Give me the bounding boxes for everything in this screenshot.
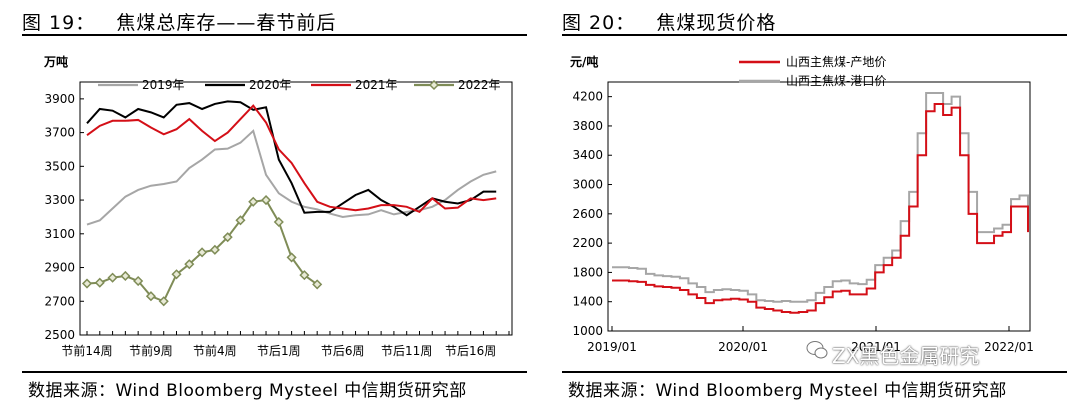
series-point-2022年 <box>286 252 297 263</box>
left-y-unit: 万吨 <box>43 54 68 69</box>
right-figure-title: 图 20： 焦煤现货价格 <box>562 12 777 34</box>
series-point-2022年 <box>312 279 323 290</box>
right-y-tick-label: 1000 <box>572 324 603 338</box>
left-y-tick-label: 2900 <box>44 261 75 275</box>
right-y-tick-label: 4200 <box>572 90 603 104</box>
left-figure-title: 图 19： 焦煤总库存——春节前后 <box>22 12 337 34</box>
legend-label-2019年: 2019年 <box>142 78 185 92</box>
left-x-tick-label: 节后6周 <box>321 344 365 358</box>
left-y-tick-label: 3100 <box>44 227 75 241</box>
series-point-2022年 <box>197 247 208 258</box>
series-point-2022年 <box>260 195 272 206</box>
legend-label-2022年: 2022年 <box>458 78 501 92</box>
legend-label-2020年: 2020年 <box>249 78 292 92</box>
left-y-tick-label: 3300 <box>44 193 75 207</box>
series-point-2022年 <box>222 232 233 243</box>
legend-label-2021年: 2021年 <box>355 78 398 92</box>
series-point-2022年 <box>145 291 157 302</box>
left-title-rule <box>22 34 527 36</box>
watermark: ZX黑色金属研究 <box>832 344 980 368</box>
series-line-山西主焦煤-港口价 <box>612 91 1029 303</box>
left-x-tick-label: 节后16周 <box>445 344 496 358</box>
left-x-tick-label: 节后1周 <box>257 344 301 358</box>
series-point-2022年 <box>158 296 169 307</box>
right-y-tick-label: 2200 <box>572 236 603 250</box>
series-line-2019年 <box>86 129 497 226</box>
series-point-2022年 <box>171 269 182 280</box>
series-line-2020年 <box>86 100 497 217</box>
left-y-tick-label: 2700 <box>44 294 75 308</box>
series-point-2022年 <box>299 270 310 281</box>
right-y-tick-label: 3000 <box>572 178 603 192</box>
series-line-山西主焦煤-产地价 <box>612 102 1029 314</box>
right-y-tick-label: 1800 <box>572 265 603 279</box>
left-y-tick-label: 3700 <box>44 126 75 140</box>
series-point-2022年 <box>133 275 144 287</box>
left-source-note: 数据来源：Wind Bloomberg Mysteel 中信期货研究部 <box>28 381 467 401</box>
left-plot-frame <box>79 81 513 336</box>
left-x-tick-label: 节前4周 <box>193 343 237 358</box>
series-point-2022年 <box>209 244 220 255</box>
left-y-tick-label: 3900 <box>44 92 75 106</box>
right-y-tick-label: 3400 <box>572 148 603 162</box>
right-source-note: 数据来源：Wind Bloomberg Mysteel 中信期货研究部 <box>568 381 1007 401</box>
series-point-2022年 <box>235 215 246 226</box>
series-point-2022年 <box>81 278 93 289</box>
legend-marker-2022年 <box>428 79 440 91</box>
legend-label-山西主焦煤-港口价: 山西主焦煤-港口价 <box>786 74 886 88</box>
right-y-unit: 元/吨 <box>570 54 598 69</box>
right-figure-panel: 图 20： 焦煤现货价格 元/吨 1000 1400 1800 2200 2600 3000… <box>540 0 1080 402</box>
right-source-rule <box>562 371 1067 373</box>
left-y-tick-label: 3500 <box>44 159 75 173</box>
right-x-tick-label: 2021/01 <box>851 340 901 354</box>
right-x-tick-label: 2020/01 <box>718 340 768 354</box>
series-point-2022年 <box>184 259 195 270</box>
series-point-2022年 <box>248 196 259 207</box>
right-title-rule <box>562 34 1067 36</box>
left-x-tick-label: 节前9周 <box>129 343 173 358</box>
right-x-tick-label: 2019/01 <box>587 340 637 354</box>
series-line-2021年 <box>86 104 497 214</box>
inventory-chart: 万吨 2500 2700 2900 3100 3300 3500 3700 3900 节前14周 节… <box>43 54 513 358</box>
right-y-tick-label: 3800 <box>572 119 603 133</box>
right-x-tick-label: 2022/01 <box>984 340 1034 354</box>
left-y-tick-label: 2500 <box>44 328 75 342</box>
left-x-tick-label: 节前14周 <box>61 343 112 358</box>
wechat-icon <box>806 341 828 359</box>
right-y-tick-label: 2600 <box>572 207 603 221</box>
right-plot-frame <box>607 81 1031 332</box>
series-point-2022年 <box>273 216 284 228</box>
series-point-2022年 <box>107 272 118 283</box>
series-point-2022年 <box>94 277 105 288</box>
legend-label-山西主焦煤-产地价: 山西主焦煤-产地价 <box>786 55 886 69</box>
right-y-tick-label: 1400 <box>572 295 603 309</box>
left-source-rule <box>22 371 527 373</box>
series-point-2022年 <box>120 270 131 282</box>
left-x-tick-label: 节后11周 <box>381 344 432 358</box>
price-chart: 元/吨 1000 1400 1800 2200 2600 3000 3400 3800 4200 2… <box>570 54 1034 354</box>
left-figure-panel: 图 19： 焦煤总库存——春节前后 万吨 2500 2700 2900 3100 3300… <box>22 12 527 401</box>
